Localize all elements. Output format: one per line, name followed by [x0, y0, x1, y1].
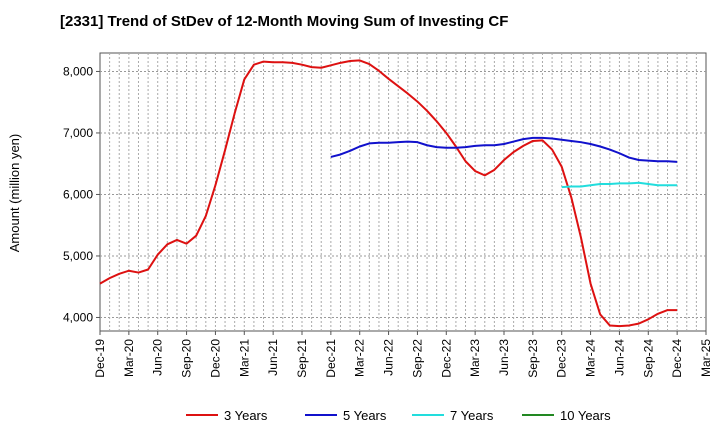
grid-layer — [99, 52, 707, 332]
legend: 3 Years 5 Years 7 Years 10 Years — [186, 408, 611, 423]
axis-layer: 4,000 5,000 6,000 7,000 8,000 Dec-19 Mar-20 Jun… — [7, 64, 713, 377]
x-tick-label: Jun-22 — [382, 339, 396, 376]
x-tick-label: Mar-22 — [353, 339, 367, 377]
x-tick-label: Dec-24 — [670, 339, 684, 378]
x-tick-label: Dec-19 — [93, 339, 107, 378]
x-tick-label: Dec-20 — [208, 339, 222, 378]
x-tick-label: Jun-24 — [612, 339, 626, 376]
y-tick-label: 5,000 — [63, 249, 93, 263]
y-tick-label: 4,000 — [63, 310, 93, 324]
x-tick-label: Dec-22 — [439, 339, 453, 378]
x-tick-label: Sep-24 — [641, 339, 655, 378]
legend-label-3-years: 3 Years — [224, 408, 268, 423]
x-tick-label: Mar-25 — [699, 339, 713, 377]
y-axis-title: Amount (million yen) — [7, 134, 22, 253]
x-tick-label: Sep-21 — [295, 339, 309, 378]
y-tick-label: 6,000 — [63, 187, 93, 201]
series-line-3-years — [99, 59, 678, 328]
x-tick-label: Jun-20 — [151, 339, 165, 376]
chart-title: [2331] Trend of StDev of 12-Month Moving… — [60, 13, 509, 30]
x-tick-label: Jun-23 — [497, 339, 511, 376]
legend-label-5-years: 5 Years — [343, 408, 387, 423]
x-tick-label: Mar-24 — [584, 339, 598, 377]
plot-frame — [99, 52, 707, 332]
x-tick-label: Sep-20 — [180, 339, 194, 378]
series-line-5-years — [330, 136, 678, 163]
legend-label-7-years: 7 Years — [450, 408, 494, 423]
y-tick-label: 8,000 — [63, 64, 93, 78]
legend-label-10-years: 10 Years — [560, 408, 611, 423]
x-tick-label: Sep-23 — [526, 339, 540, 378]
x-tick-label: Mar-20 — [122, 339, 136, 377]
x-tick-label: Sep-22 — [410, 339, 424, 378]
x-tick-label: Jun-21 — [266, 339, 280, 376]
series-layer — [99, 59, 678, 328]
series-line-7-years — [561, 181, 678, 189]
x-tick-label: Mar-23 — [468, 339, 482, 377]
x-tick-label: Dec-21 — [324, 339, 338, 378]
x-tick-label: Dec-23 — [555, 339, 569, 378]
y-tick-label: 7,000 — [63, 126, 93, 140]
x-tick-label: Mar-21 — [237, 339, 251, 377]
